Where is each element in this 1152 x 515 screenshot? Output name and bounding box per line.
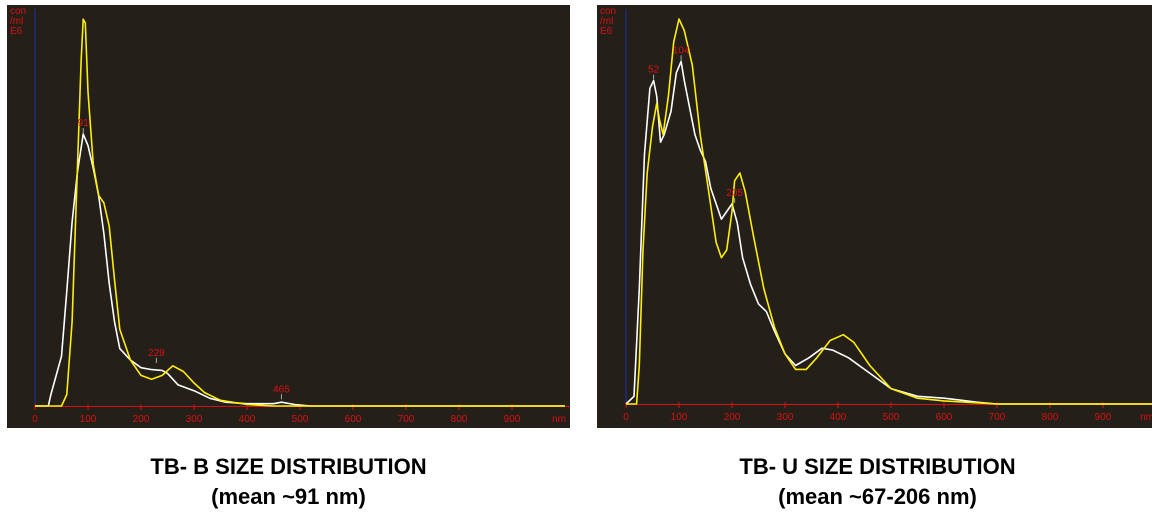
x-tick-label: 100 <box>671 412 688 423</box>
plot-background <box>7 5 570 428</box>
x-tick-label: 100 <box>80 414 97 425</box>
chart-panel-tb-b: con/ml E6 0 100 200 300 400 500 600 700 800 900 nm 91… <box>7 5 570 428</box>
peak-label: 104 <box>673 45 690 56</box>
x-tick-label: 500 <box>292 414 309 425</box>
x-axis-unit-label: nm <box>552 414 566 425</box>
x-tick-label: 400 <box>239 414 256 425</box>
x-tick-label: 700 <box>398 414 415 425</box>
x-tick-label: 300 <box>186 414 203 425</box>
peak-label: 465 <box>273 384 290 395</box>
x-tick-label: 800 <box>1042 412 1059 423</box>
y-axis-label: con <box>600 6 616 17</box>
x-tick-label: 700 <box>989 412 1006 423</box>
caption-tb-u: TB- U SIZE DISTRIBUTION (mean ~67-206 nm… <box>597 452 1152 512</box>
chart-panel-tb-u: con/ml E6 0 100 200 300 400 500 600 700 800 900 nm 52… <box>597 5 1152 428</box>
series-line-yellow <box>626 18 1152 405</box>
x-tick-label: 0 <box>623 412 629 423</box>
x-tick-label: 800 <box>451 414 468 425</box>
y-axis-label: /ml <box>10 16 23 27</box>
x-tick-label: 600 <box>345 414 362 425</box>
peak-label: 205 <box>726 188 743 199</box>
peak-label: 229 <box>148 348 165 359</box>
x-tick-label: 0 <box>32 414 38 425</box>
caption-mean: (mean ~91 nm) <box>211 484 366 509</box>
x-tick-label: 200 <box>133 414 150 425</box>
peak-label: 52 <box>648 65 660 76</box>
y-axis-label: con <box>10 6 26 17</box>
caption-title: TB- B SIZE DISTRIBUTION <box>150 454 427 479</box>
x-tick-label: 200 <box>724 412 741 423</box>
x-tick-label: 900 <box>1095 412 1112 423</box>
peak-label: 91 <box>78 118 90 129</box>
caption-title: TB- U SIZE DISTRIBUTION <box>739 454 1016 479</box>
x-tick-label: 500 <box>883 412 900 423</box>
caption-mean: (mean ~67-206 nm) <box>778 484 977 509</box>
series-line-yellow <box>35 18 565 407</box>
caption-tb-b: TB- B SIZE DISTRIBUTION (mean ~91 nm) <box>7 452 570 512</box>
x-tick-label: 300 <box>777 412 794 423</box>
y-axis-label: /ml <box>600 16 613 27</box>
x-tick-label: 600 <box>936 412 953 423</box>
y-axis-label: E6 <box>10 26 23 37</box>
y-axis-label: E6 <box>600 26 613 37</box>
x-axis-unit-label: nm <box>1140 412 1152 423</box>
plot-background <box>597 5 1152 428</box>
x-tick-label: 400 <box>830 412 847 423</box>
x-tick-label: 900 <box>504 414 521 425</box>
